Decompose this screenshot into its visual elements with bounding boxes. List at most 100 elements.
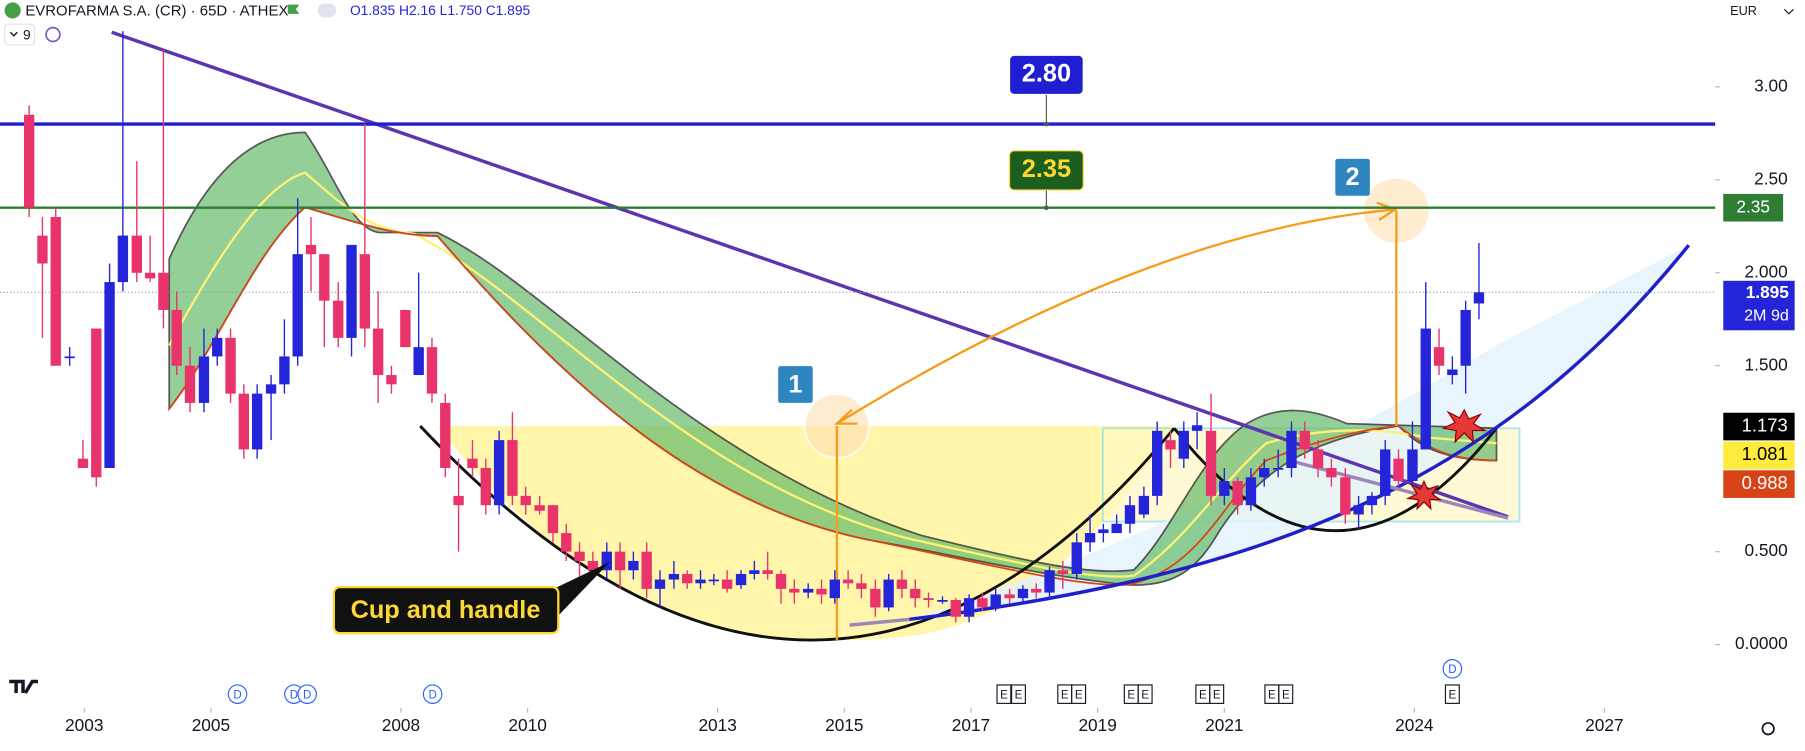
candle-body xyxy=(131,235,142,273)
candle-body xyxy=(372,328,384,376)
candle-body xyxy=(292,254,303,357)
x-tick-label: 2021 xyxy=(1205,715,1243,735)
settings[interactable] xyxy=(1761,722,1775,736)
event-label: E xyxy=(1015,689,1023,701)
candle-body xyxy=(37,235,48,264)
candle-body xyxy=(1098,529,1109,534)
logo xyxy=(9,679,38,694)
cup-curve xyxy=(419,424,1176,642)
candle-body xyxy=(1205,430,1217,496)
level-label: 2.80 xyxy=(1022,60,1071,88)
collapse-button[interactable] xyxy=(317,3,337,18)
candle-body xyxy=(614,551,626,571)
axis-tag xyxy=(1723,412,1795,441)
x-tick-label: 2010 xyxy=(508,715,546,735)
candle-body xyxy=(413,347,424,376)
x-tick-label: 2005 xyxy=(192,715,230,735)
candle-body xyxy=(1420,328,1431,450)
arrow-head xyxy=(833,201,1398,425)
candle-body xyxy=(1366,495,1378,506)
candle-body xyxy=(1044,570,1055,593)
candle-body xyxy=(775,573,787,589)
candle-body xyxy=(1272,468,1284,470)
candle-body xyxy=(1447,369,1458,376)
candle-body xyxy=(1124,505,1136,524)
event-marker xyxy=(1071,684,1087,704)
grey-line xyxy=(1288,458,1509,520)
currency[interactable]: EUR xyxy=(1730,4,1757,18)
axis-tag xyxy=(1723,441,1795,470)
candle-body xyxy=(789,588,800,593)
candle-body xyxy=(963,598,975,617)
indicator-toggle[interactable] xyxy=(4,23,36,46)
event-label: E xyxy=(1000,689,1008,701)
candle-body xyxy=(1326,468,1337,478)
candle-body xyxy=(480,468,491,506)
event-label: D xyxy=(233,689,241,701)
candle-body xyxy=(171,309,182,366)
star xyxy=(1405,479,1442,511)
candle-body xyxy=(1259,468,1270,478)
support-curve xyxy=(909,244,1691,622)
candle-body xyxy=(1286,430,1297,469)
event-label: E xyxy=(1282,689,1290,701)
candle-body xyxy=(1299,430,1310,450)
event-marker xyxy=(1209,684,1225,704)
callout-text: Cup and handle xyxy=(351,596,541,624)
candle-body xyxy=(400,309,411,348)
candle-body xyxy=(1071,542,1082,574)
series xyxy=(23,31,1485,623)
axis-tag xyxy=(1723,280,1795,331)
candle-body xyxy=(842,579,854,584)
level-box xyxy=(1008,54,1084,95)
candle-body xyxy=(426,347,438,394)
event-label: E xyxy=(1127,689,1135,701)
symbol[interactable]: EVROFARMA S.A. (CR) · 65D · ATHEX xyxy=(25,2,288,19)
candle-body xyxy=(1084,533,1096,543)
candle-body xyxy=(50,217,61,366)
candle-body xyxy=(816,588,827,595)
candle-body xyxy=(534,505,545,511)
flag-icon xyxy=(287,4,300,14)
overlay: 1 2 Cup and handle EVROFARMA S.A. (CR) ·… xyxy=(4,2,1795,736)
event-marker xyxy=(1278,684,1294,704)
star xyxy=(1441,408,1488,444)
x-tick-label: 2013 xyxy=(698,715,736,735)
candle-body xyxy=(682,573,693,584)
arrow xyxy=(836,208,1396,425)
level-box xyxy=(1008,150,1084,191)
candle-body xyxy=(762,570,773,574)
countdown: 2M 9d xyxy=(1744,307,1789,325)
candle-body xyxy=(346,244,357,338)
y-tick-label: 2.000 xyxy=(1745,261,1788,281)
x-tick-label: 2019 xyxy=(1078,715,1116,735)
x-tick-label: 2015 xyxy=(825,715,863,735)
candle-body xyxy=(803,588,814,593)
candle-body xyxy=(386,375,397,385)
candle-body xyxy=(1393,458,1404,482)
x-tick-label: 2008 xyxy=(382,715,420,735)
candle-body xyxy=(950,600,961,617)
event-label: D xyxy=(303,689,311,701)
label-box xyxy=(1335,158,1370,196)
event-label: D xyxy=(428,689,436,701)
candle-body xyxy=(493,440,505,506)
event-label: D xyxy=(1448,664,1456,676)
candle-body xyxy=(77,458,89,469)
y-tick-label: 2.50 xyxy=(1754,168,1788,188)
candle-body xyxy=(1004,594,1015,599)
candle-body xyxy=(333,300,344,338)
label-text: 2 xyxy=(1346,163,1360,191)
candle-body xyxy=(225,337,236,394)
candle-body xyxy=(265,384,277,394)
candle-body xyxy=(1178,430,1189,459)
y-tick-label: 1.500 xyxy=(1745,354,1788,374)
candle-body xyxy=(1433,347,1445,366)
candle-body xyxy=(1017,588,1029,599)
event-marker xyxy=(996,684,1012,704)
y-tick-label: 3.00 xyxy=(1754,75,1788,95)
candle-body xyxy=(1380,449,1391,496)
candle-body xyxy=(923,598,934,601)
